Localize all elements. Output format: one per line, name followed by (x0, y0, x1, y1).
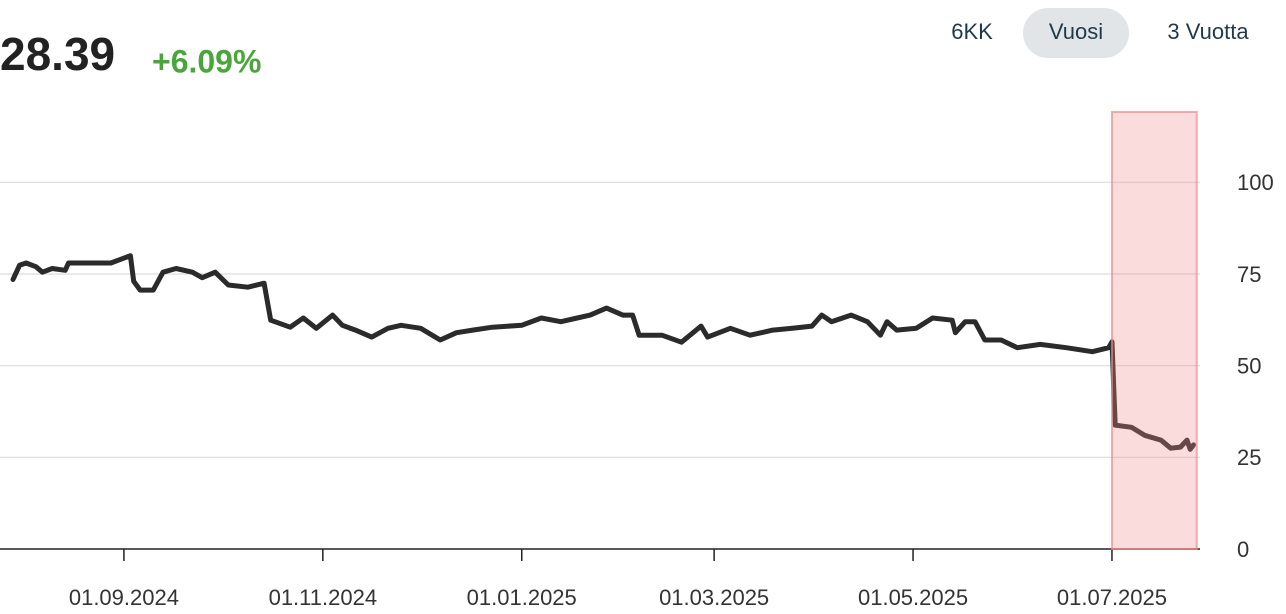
price-line (10, 253, 1196, 452)
x-tick-label: 01.05.2025 (858, 585, 968, 610)
y-tick-label: 25 (1237, 445, 1261, 470)
x-tick-label: 01.07.2025 (1057, 585, 1167, 610)
range-button[interactable]: 6KK (951, 19, 993, 44)
x-tick-label: 01.03.2025 (659, 585, 769, 610)
button-bg[interactable] (1023, 8, 1129, 58)
x-tick-label: 01.01.2025 (467, 585, 577, 610)
y-tick-label: 75 (1237, 262, 1261, 287)
range-button[interactable]: 3 Vuotta (1167, 19, 1249, 44)
x-tick-label: 01.11.2024 (269, 585, 377, 610)
y-tick-label: 50 (1237, 353, 1261, 378)
y-tick-label: 0 (1237, 537, 1249, 562)
price: 28.39 (0, 28, 115, 80)
change: +6.09% (152, 43, 261, 79)
highlight-region (1110, 111, 1198, 550)
x-tick-label: 01.09.2024 (69, 585, 179, 610)
range-button[interactable]: Vuosi (1049, 19, 1103, 44)
y-tick-label: 100 (1237, 170, 1274, 195)
